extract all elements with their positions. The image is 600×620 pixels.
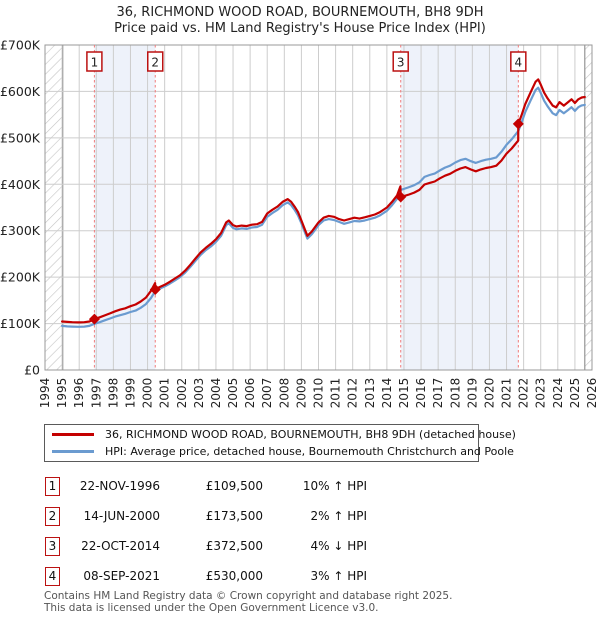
svg-text:£600K: £600K (0, 84, 41, 99)
svg-text:£200K: £200K (0, 270, 41, 285)
svg-text:£0: £0 (24, 363, 40, 378)
svg-text:2017: 2017 (431, 378, 445, 409)
svg-text:£700K: £700K (0, 40, 41, 53)
svg-text:2002: 2002 (175, 378, 189, 409)
svg-text:2008: 2008 (277, 378, 291, 409)
svg-text:1996: 1996 (72, 378, 86, 409)
license-line-1: Contains HM Land Registry data © Crown c… (44, 590, 453, 602)
sale-marker-diamond (149, 283, 161, 295)
sale-badge-box (86, 51, 103, 72)
svg-text:1999: 1999 (123, 378, 137, 409)
svg-text:2023: 2023 (534, 378, 548, 409)
sale-date: 22-NOV-1996 (79, 479, 160, 493)
price-line-swatch (52, 433, 94, 436)
sale-hpi-delta: 3% ↑ HPI (310, 569, 367, 583)
svg-text:2011: 2011 (329, 378, 343, 409)
sale-badge-label: 3 (397, 56, 405, 70)
legend-item-hpi: HPI: Average price, detached house, Bour… (45, 443, 514, 460)
svg-text:1995: 1995 (55, 378, 69, 409)
shaded-bands (94, 45, 519, 370)
sale-badge-box (392, 51, 409, 72)
svg-text:1997: 1997 (89, 378, 103, 409)
page-title: 36, RICHMOND WOOD ROAD, BOURNEMOUTH, BH8… (116, 5, 484, 20)
sale-badge-label: 1 (91, 56, 99, 70)
svg-text:2018: 2018 (448, 378, 462, 409)
table-row: 4 08-SEP-2021 £530,000 3% ↑ HPI (0, 561, 600, 591)
sale-marker-diamond (395, 191, 407, 203)
legend: 36, RICHMOND WOOD ROAD, BOURNEMOUTH, BH8… (44, 424, 516, 462)
sale-date: 08-SEP-2021 (83, 569, 160, 583)
sale-marker-diamond (512, 118, 524, 130)
table-row: 3 22-OCT-2014 £372,500 4% ↓ HPI (0, 531, 600, 561)
svg-text:2003: 2003 (192, 378, 206, 409)
sale-badge-box (147, 51, 164, 72)
svg-text:2007: 2007 (260, 378, 274, 409)
chart-gridlines (44, 44, 593, 371)
svg-text:£100K: £100K (0, 316, 41, 331)
sale-badge-box (510, 51, 527, 72)
sale-price: £109,500 (205, 479, 263, 493)
y-axis-labels: £700K £600K £500K £400K £300K £200K £100K £0 (0, 40, 41, 378)
svg-text:2012: 2012 (346, 378, 360, 409)
svg-text:1994: 1994 (38, 378, 52, 409)
license-footer: Contains HM Land Registry data © Crown c… (44, 590, 453, 614)
svg-text:2010: 2010 (312, 378, 326, 409)
hatch-bands (45, 45, 592, 370)
svg-text:2013: 2013 (363, 378, 377, 409)
svg-text:2009: 2009 (294, 378, 308, 409)
svg-text:£500K: £500K (0, 130, 41, 145)
legend-label-price: 36, RICHMOND WOOD ROAD, BOURNEMOUTH, BH8… (105, 428, 516, 441)
svg-text:2019: 2019 (465, 378, 479, 409)
svg-text:2014: 2014 (380, 378, 394, 409)
svg-text:2005: 2005 (226, 378, 240, 409)
sale-number-badges: 1 2 3 4 (86, 51, 527, 72)
svg-text:2024: 2024 (551, 378, 565, 409)
sale-marker-diamond (88, 313, 100, 325)
sale-badge-label: 2 (151, 56, 159, 70)
sale-hpi-delta: 4% ↓ HPI (310, 539, 367, 553)
svg-text:2021: 2021 (500, 378, 514, 409)
svg-text:2015: 2015 (397, 378, 411, 409)
hpi-line-swatch (52, 450, 94, 453)
svg-text:£400K: £400K (0, 177, 41, 192)
svg-text:2000: 2000 (141, 378, 155, 409)
svg-text:2001: 2001 (158, 378, 172, 409)
sale-hpi-delta: 10% ↑ HPI (302, 479, 367, 493)
plot-border (44, 44, 593, 371)
chart-title-block: 36, RICHMOND WOOD ROAD, BOURNEMOUTH, BH8… (0, 5, 600, 37)
page-subtitle: Price paid vs. HM Land Registry's House … (114, 21, 486, 36)
legend-item-price: 36, RICHMOND WOOD ROAD, BOURNEMOUTH, BH8… (45, 426, 516, 443)
legend-label-hpi: HPI: Average price, detached house, Bour… (105, 445, 514, 458)
sale-price: £530,000 (205, 569, 263, 583)
svg-text:2026: 2026 (585, 378, 599, 409)
svg-text:2016: 2016 (414, 378, 428, 409)
sale-date: 22-OCT-2014 (81, 539, 160, 553)
svg-text:2020: 2020 (482, 378, 496, 409)
sale-markers (88, 118, 524, 325)
table-row: 2 14-JUN-2000 £173,500 2% ↑ HPI (0, 501, 600, 531)
svg-text:2022: 2022 (517, 378, 531, 409)
sale-number-badge: 1 (45, 476, 60, 496)
table-row: 1 22-NOV-1996 £109,500 10% ↑ HPI (0, 471, 600, 501)
x-axis-labels: 1994 1995 1996 1997 1998 1999 2000 2001 2002 2003… (38, 378, 599, 409)
svg-text:1998: 1998 (106, 378, 120, 409)
sales-table: 1 22-NOV-1996 £109,500 10% ↑ HPI 2 14-JU… (0, 471, 600, 591)
sale-hpi-delta: 2% ↑ HPI (310, 509, 367, 523)
sale-price: £372,500 (205, 539, 263, 553)
price-chart: 1 2 3 4£700K£600K£500K£400K£300K£200K£100K£… (0, 40, 599, 409)
sale-number-badge: 3 (45, 536, 60, 556)
svg-text:£300K: £300K (0, 223, 41, 238)
sale-badge-label: 4 (515, 56, 523, 70)
svg-text:2006: 2006 (243, 378, 257, 409)
svg-text:2004: 2004 (209, 378, 223, 409)
sale-date: 14-JUN-2000 (83, 509, 160, 523)
sale-number-badge: 2 (45, 506, 60, 526)
svg-text:2025: 2025 (568, 378, 582, 409)
sale-price: £173,500 (205, 509, 263, 523)
license-line-2: This data is licensed under the Open Gov… (44, 601, 379, 614)
sale-number-badge: 4 (45, 566, 60, 586)
